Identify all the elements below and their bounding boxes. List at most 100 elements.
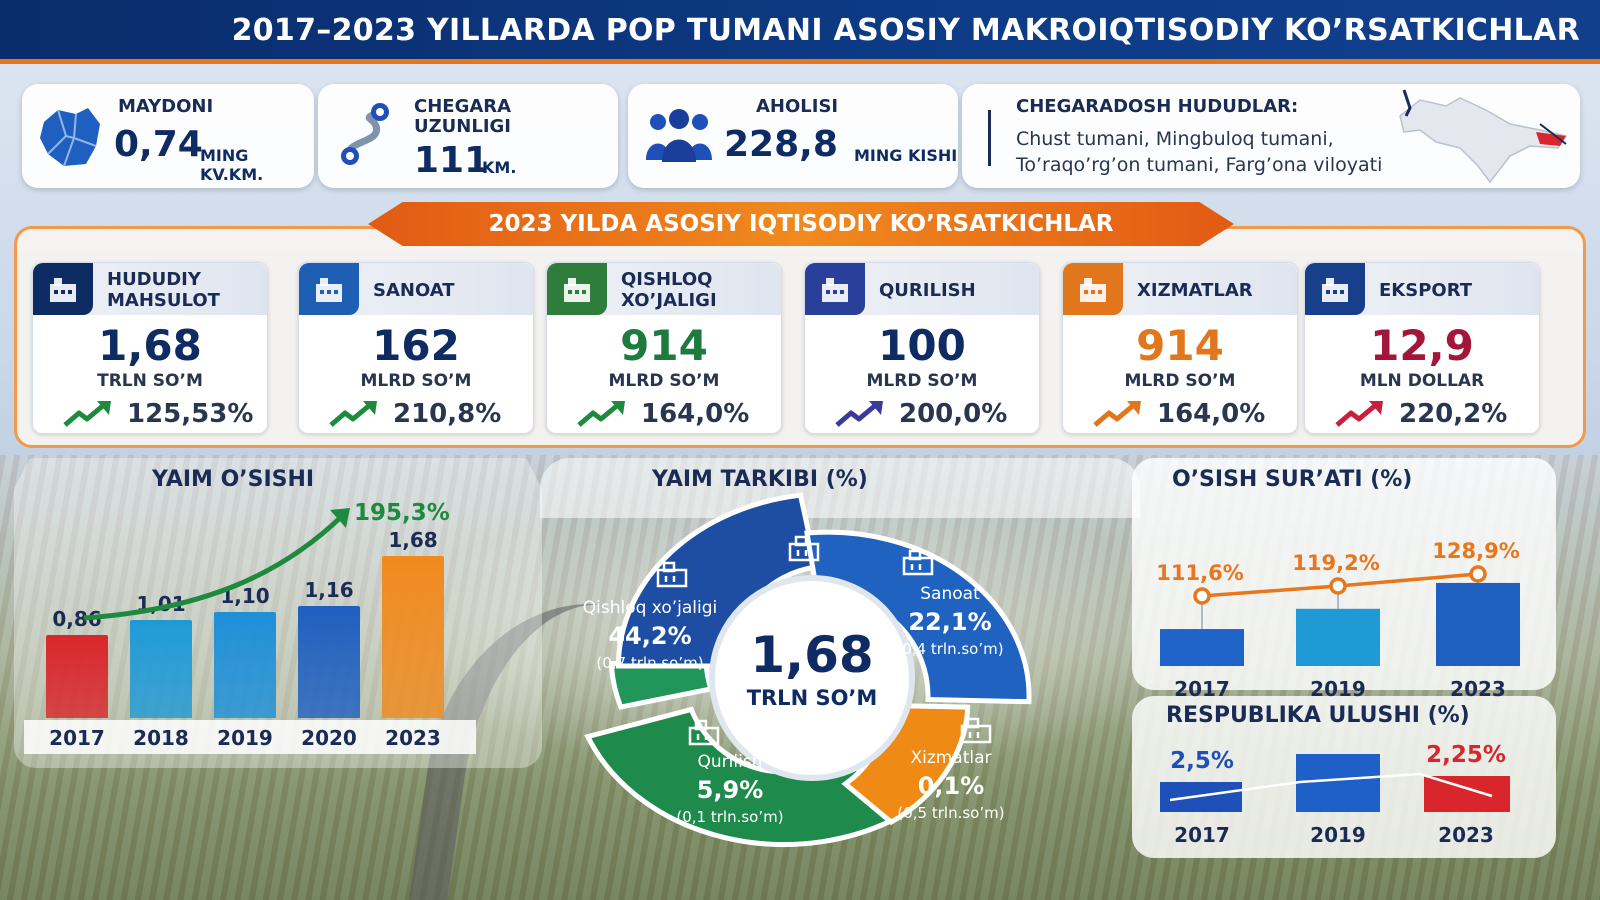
bar-2017: [46, 634, 108, 718]
kpi-growth: 200,0%: [835, 397, 1035, 431]
republic-share-title: RESPUBLIKA ULUSHI (%): [1166, 703, 1470, 728]
kpi-growth-value: 164,0%: [641, 399, 750, 429]
border-value: 111: [414, 140, 490, 181]
kpi-growth: 210,8%: [329, 397, 529, 431]
donut-label-sub: (0,7 trln.so’m): [596, 654, 704, 672]
trend-line: [1169, 772, 1493, 802]
area-unit: MING KV.KM.: [200, 146, 264, 184]
page-title: 2017–2023 YILLARDA POP TUMANI ASOSIY MAK…: [231, 13, 1580, 48]
truck-icon: [1305, 263, 1365, 315]
industry-icon: [299, 263, 359, 315]
kpi-value: 12,9: [1370, 321, 1474, 370]
kpi-value: 914: [620, 321, 708, 370]
kpi-growth-value: 220,2%: [1399, 399, 1508, 429]
population-card: AHOLISI 228,8 MING KISHI: [628, 84, 958, 188]
x-tick-label: 2023: [1450, 677, 1506, 701]
donut-center-value: 1,68: [750, 626, 874, 684]
kpi-card-4: XIZMATLAR 914 MLRD SO’M 164,0%: [1062, 262, 1298, 434]
bar-2019: [1296, 754, 1380, 812]
x-tick-label: 2019: [1310, 677, 1366, 701]
growth-arrow: [83, 508, 350, 621]
growth-rate-point: [1469, 565, 1487, 583]
section-title: 2023 YILDA ASOSIY IQTISODIY KO’RSATKICHL…: [368, 202, 1234, 246]
donut-label-name: Xizmatlar: [910, 748, 992, 768]
data-label: 119,2%: [1292, 551, 1379, 575]
bar-2023: [382, 555, 444, 718]
population-unit: MING KISHI: [854, 146, 958, 165]
kpi-growth-value: 164,0%: [1157, 399, 1266, 429]
kpi-growth: 125,53%: [63, 397, 263, 431]
kpi-growth: 220,2%: [1335, 397, 1535, 431]
bar-2017: [1160, 782, 1242, 812]
republic-share-chart: 2017 2,5% 2019 2023 2,25%: [1160, 742, 1510, 847]
area-value: 0,74: [114, 124, 203, 165]
area-label: MAYDONI: [118, 96, 214, 117]
x-tick-label: 2018: [133, 726, 189, 750]
people-icon: [646, 109, 712, 162]
services-icon: [958, 716, 994, 744]
neighbors-card: CHEGARADOSH HUDUDLAR: Chust tumani, Ming…: [962, 84, 1580, 188]
kpi-name: EKSPORT: [1379, 279, 1473, 301]
growth-rate-title: O’SISH SUR’ATI (%): [1172, 467, 1413, 492]
kpi-name: QURILISH: [879, 279, 976, 301]
kpi-unit: TRLN SO’M: [97, 371, 203, 391]
map-region-icon: [40, 108, 100, 167]
donut-label-name: Qurilish: [697, 752, 763, 772]
route-icon: [341, 103, 389, 165]
kpi-value: 162: [372, 321, 460, 370]
population-value: 228,8: [724, 124, 838, 165]
kpi-growth-value: 200,0%: [899, 399, 1008, 429]
border-card: CHEGARA UZUNLIGI 111 KM.: [318, 84, 618, 188]
kpi-value: 1,68: [98, 321, 202, 370]
donut-label-name: Sanoat: [920, 584, 980, 604]
bar-2019: [214, 611, 276, 718]
growth-arrow-line: [83, 514, 344, 621]
industry-icon: [786, 534, 822, 562]
kpi-growth: 164,0%: [1093, 397, 1293, 431]
x-tick-label: 2017: [1174, 677, 1230, 701]
x-axis-strip: [24, 720, 476, 754]
donut-label-name: Qishloq xo’jaligi: [582, 598, 718, 618]
kpi-name: HUDUDIY MAHSULOT: [107, 269, 220, 311]
kpi-unit: MLN DOLLAR: [1359, 371, 1485, 391]
factory-icon: [33, 263, 93, 315]
border-label-line2: UZUNLIGI: [414, 116, 511, 137]
data-label: 111,6%: [1156, 561, 1243, 585]
kpi-name: QISHLOQ XO’JALIGI: [621, 269, 717, 311]
bar-2023: [1436, 582, 1520, 666]
kpi-card-2: QISHLOQ XO’JALIGI 914 MLRD SO’M 164,0%: [546, 262, 782, 434]
neighbors-line2: To’raqo’rg’on tumani, Farg’ona viloyati: [1016, 154, 1383, 176]
kpi-unit: MLRD SO’M: [866, 371, 978, 391]
x-tick-label: 2017: [1174, 823, 1230, 847]
population-label: AHOLISI: [756, 96, 839, 117]
kpi-card-1: SANOAT 162 MLRD SO’M 210,8%: [298, 262, 534, 434]
data-label: 2,5%: [1170, 748, 1234, 774]
donut-label-sub: (0,4 trln.so’m): [896, 640, 1004, 658]
donut-label-percent: 5,9%: [696, 776, 764, 804]
gdp-growth-title: YAIM O’SISHI: [152, 467, 315, 492]
growth-rate-point: [1193, 587, 1211, 605]
area-card: MAYDONI 0,74 MING KV.KM.: [22, 84, 314, 188]
bar-2019: [1296, 608, 1380, 666]
kpi-name: XIZMATLAR: [1137, 279, 1253, 301]
growth-rate-point: [1329, 577, 1347, 595]
kpi-unit: MLRD SO’M: [608, 371, 720, 391]
factory-icon: [900, 548, 936, 576]
kpi-card-0: HUDUDIY MAHSULOT 1,68 TRLN SO’M 125,53%: [32, 262, 268, 434]
kpi-growth-value: 210,8%: [393, 399, 502, 429]
growth-arrow-head: [330, 508, 350, 528]
x-tick-label: 2023: [1438, 823, 1494, 847]
building-icon: [686, 718, 722, 746]
data-label: 2,25%: [1426, 742, 1506, 768]
x-tick-label: 2020: [301, 726, 357, 750]
donut-label-percent: 22,1%: [908, 608, 992, 636]
kpi-name: SANOAT: [373, 279, 455, 301]
donut-label-sub: (0,1 trln.so’m): [676, 808, 784, 826]
x-tick-label: 2019: [1310, 823, 1366, 847]
bar-2023: [1424, 776, 1510, 812]
kpi-card-5: EKSPORT 12,9 MLN DOLLAR 220,2%: [1304, 262, 1540, 434]
donut-label-sub: (0,5 trln.so’m): [897, 804, 1005, 822]
title-bar: 2017–2023 YILLARDA POP TUMANI ASOSIY MAK…: [0, 0, 1600, 64]
bar-value-label: 1,68: [388, 527, 438, 552]
trend-up-icon: [1093, 401, 1141, 427]
